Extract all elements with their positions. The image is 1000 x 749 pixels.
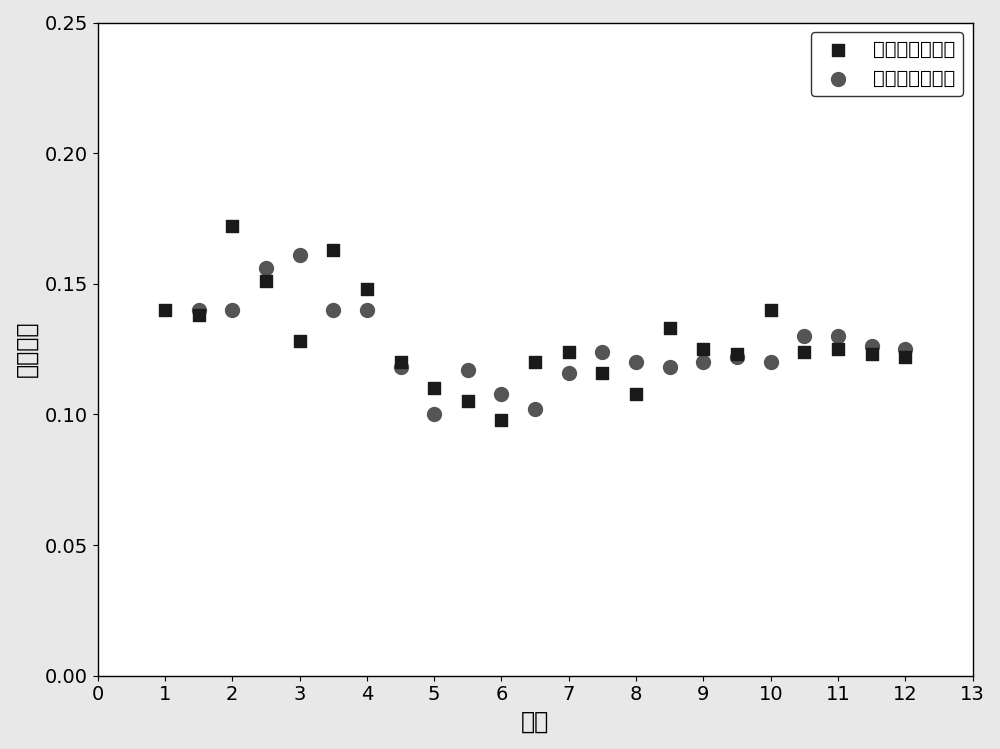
摩擦系数迭代值	[763, 304, 779, 316]
摩擦系数迭代值	[493, 413, 509, 425]
X-axis label: 道次: 道次	[521, 710, 549, 734]
摩擦系数预测值	[662, 362, 678, 374]
摩擦系数迭代值	[897, 351, 913, 363]
摩擦系数预测值	[628, 357, 644, 369]
摩擦系数迭代值	[359, 283, 375, 295]
摩擦系数预测值	[258, 262, 274, 274]
摩擦系数迭代值	[796, 346, 812, 358]
摩擦系数迭代值	[393, 357, 409, 369]
摩擦系数预测值	[796, 330, 812, 342]
摩擦系数预测值	[897, 343, 913, 355]
摩擦系数预测值	[191, 304, 207, 316]
摩擦系数预测值	[830, 330, 846, 342]
摩擦系数预测值	[493, 387, 509, 399]
摩擦系数迭代值	[594, 366, 610, 378]
摩擦系数迭代值	[191, 309, 207, 321]
摩擦系数迭代值	[224, 220, 240, 232]
摩擦系数迭代值	[157, 304, 173, 316]
摩擦系数迭代值	[325, 244, 341, 256]
摩擦系数预测值	[292, 249, 308, 261]
摩擦系数迭代值	[527, 357, 543, 369]
摩擦系数迭代值	[830, 343, 846, 355]
摩擦系数预测值	[325, 304, 341, 316]
摩擦系数预测值	[426, 408, 442, 420]
摩擦系数预测值	[695, 357, 711, 369]
Legend: 摩擦系数迭代值, 摩擦系数预测值: 摩擦系数迭代值, 摩擦系数预测值	[811, 32, 963, 96]
摩擦系数预测值	[729, 351, 745, 363]
摩擦系数迭代值	[460, 395, 476, 407]
摩擦系数迭代值	[864, 348, 880, 360]
摩擦系数预测值	[359, 304, 375, 316]
摩擦系数预测值	[393, 362, 409, 374]
摩擦系数迭代值	[729, 348, 745, 360]
摩擦系数预测值	[561, 366, 577, 378]
摩擦系数预测值	[594, 346, 610, 358]
摩擦系数迭代值	[426, 382, 442, 394]
摩擦系数预测值	[527, 403, 543, 415]
摩擦系数迭代值	[561, 346, 577, 358]
摩擦系数迭代值	[662, 322, 678, 334]
摩擦系数预测值	[763, 357, 779, 369]
摩擦系数迭代值	[628, 387, 644, 399]
Y-axis label: 摩擦系数: 摩擦系数	[15, 321, 39, 377]
摩擦系数迭代值	[695, 343, 711, 355]
摩擦系数迭代值	[292, 336, 308, 348]
摩擦系数预测值	[460, 364, 476, 376]
摩擦系数预测值	[224, 304, 240, 316]
摩擦系数迭代值	[258, 275, 274, 287]
摩擦系数预测值	[864, 341, 880, 353]
